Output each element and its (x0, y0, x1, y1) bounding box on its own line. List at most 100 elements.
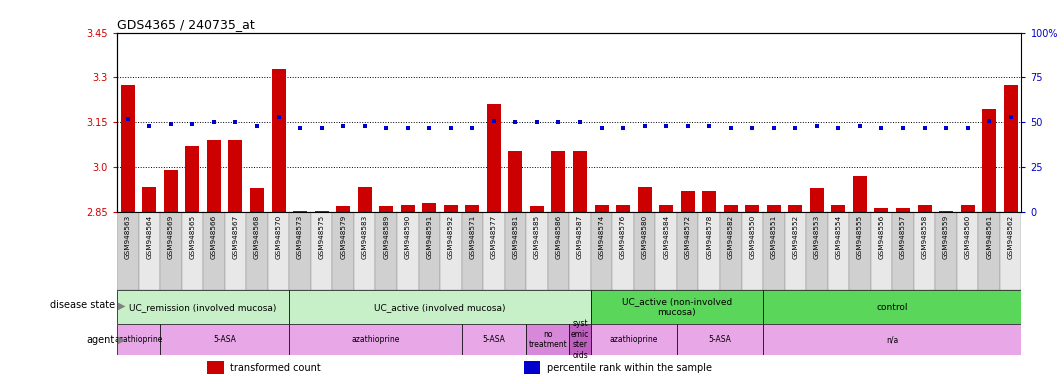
Bar (527, 212, 548, 290)
Text: GSM948559: GSM948559 (943, 214, 949, 258)
Bar (444, 205, 458, 212)
Bar (207, 361, 223, 374)
Point (420, 125, 437, 131)
Bar (462, 324, 527, 355)
Point (249, 123, 266, 129)
Bar (203, 212, 225, 290)
Point (615, 125, 632, 131)
Bar (289, 324, 462, 355)
Bar (763, 212, 784, 290)
Text: GSM948566: GSM948566 (211, 214, 217, 258)
Bar (1000, 212, 1021, 290)
Point (506, 119, 523, 126)
Bar (551, 151, 565, 212)
Text: GSM948568: GSM948568 (254, 214, 260, 258)
Text: n/a: n/a (886, 335, 898, 344)
Text: no
treatment: no treatment (529, 330, 567, 349)
Bar (182, 212, 203, 290)
Point (895, 125, 912, 131)
Bar (896, 207, 910, 212)
Bar (935, 212, 957, 290)
Point (679, 123, 696, 129)
Bar (616, 205, 630, 212)
Text: azathioprine: azathioprine (610, 335, 658, 344)
Text: GSM948589: GSM948589 (383, 214, 389, 258)
Bar (784, 212, 807, 290)
Bar (591, 212, 612, 290)
Text: GSM948562: GSM948562 (1008, 214, 1014, 258)
Point (205, 119, 222, 126)
Bar (870, 212, 893, 290)
Text: ▶: ▶ (118, 300, 126, 310)
Bar (763, 290, 1021, 324)
Text: GSM948585: GSM948585 (534, 214, 539, 258)
Text: GSM948574: GSM948574 (599, 214, 604, 258)
Text: GSM948579: GSM948579 (340, 214, 346, 258)
Point (765, 125, 782, 131)
Text: GSM948570: GSM948570 (276, 214, 282, 258)
Bar (293, 210, 307, 212)
Bar (268, 212, 289, 290)
Bar (289, 212, 311, 290)
Bar (504, 212, 527, 290)
Bar (634, 212, 655, 290)
Point (722, 125, 739, 131)
Point (378, 125, 395, 131)
Bar (271, 68, 285, 212)
Bar (138, 212, 160, 290)
Bar (591, 290, 763, 324)
Text: GSM948555: GSM948555 (857, 214, 863, 258)
Bar (569, 324, 591, 355)
Text: disease state: disease state (50, 300, 115, 310)
Point (529, 119, 546, 126)
Bar (788, 205, 802, 212)
Text: GSM948578: GSM948578 (706, 214, 712, 258)
Text: GSM948591: GSM948591 (427, 214, 432, 258)
Bar (440, 212, 462, 290)
Point (313, 125, 330, 131)
Bar (418, 212, 440, 290)
Point (184, 121, 201, 127)
Bar (376, 212, 397, 290)
Bar (379, 206, 394, 212)
Text: GSM948567: GSM948567 (232, 214, 238, 258)
Point (270, 114, 287, 120)
Bar (720, 212, 742, 290)
Bar (655, 212, 677, 290)
Bar (893, 212, 914, 290)
Bar (509, 151, 522, 212)
Bar (465, 205, 480, 212)
Text: syst
emic
ster
oids: syst emic ster oids (570, 319, 589, 360)
Bar (595, 205, 609, 212)
Bar (354, 212, 376, 290)
Bar (979, 212, 1000, 290)
Bar (763, 324, 1021, 355)
Bar (573, 151, 587, 212)
Bar (530, 206, 544, 212)
Text: GSM948583: GSM948583 (362, 214, 368, 258)
Bar (702, 191, 716, 212)
Text: GSM948564: GSM948564 (147, 214, 152, 258)
Bar (527, 324, 569, 355)
Bar (917, 205, 932, 212)
Bar (397, 212, 418, 290)
Text: GSM948586: GSM948586 (555, 214, 562, 258)
Point (334, 123, 351, 129)
Bar (185, 146, 199, 212)
Bar (767, 205, 781, 212)
Point (809, 123, 826, 129)
Point (786, 125, 803, 131)
Text: GSM948560: GSM948560 (965, 214, 970, 258)
Bar (117, 324, 160, 355)
Bar (1003, 85, 1017, 212)
Point (443, 125, 460, 131)
Text: GSM948554: GSM948554 (835, 214, 842, 258)
Bar (681, 191, 695, 212)
Text: agent: agent (86, 335, 115, 345)
Text: GSM948590: GSM948590 (404, 214, 411, 258)
Bar (637, 187, 651, 212)
Bar (828, 212, 849, 290)
Text: UC_remission (involved mucosa): UC_remission (involved mucosa) (130, 303, 277, 312)
Text: GSM948551: GSM948551 (770, 214, 777, 258)
Text: GSM948556: GSM948556 (879, 214, 884, 258)
